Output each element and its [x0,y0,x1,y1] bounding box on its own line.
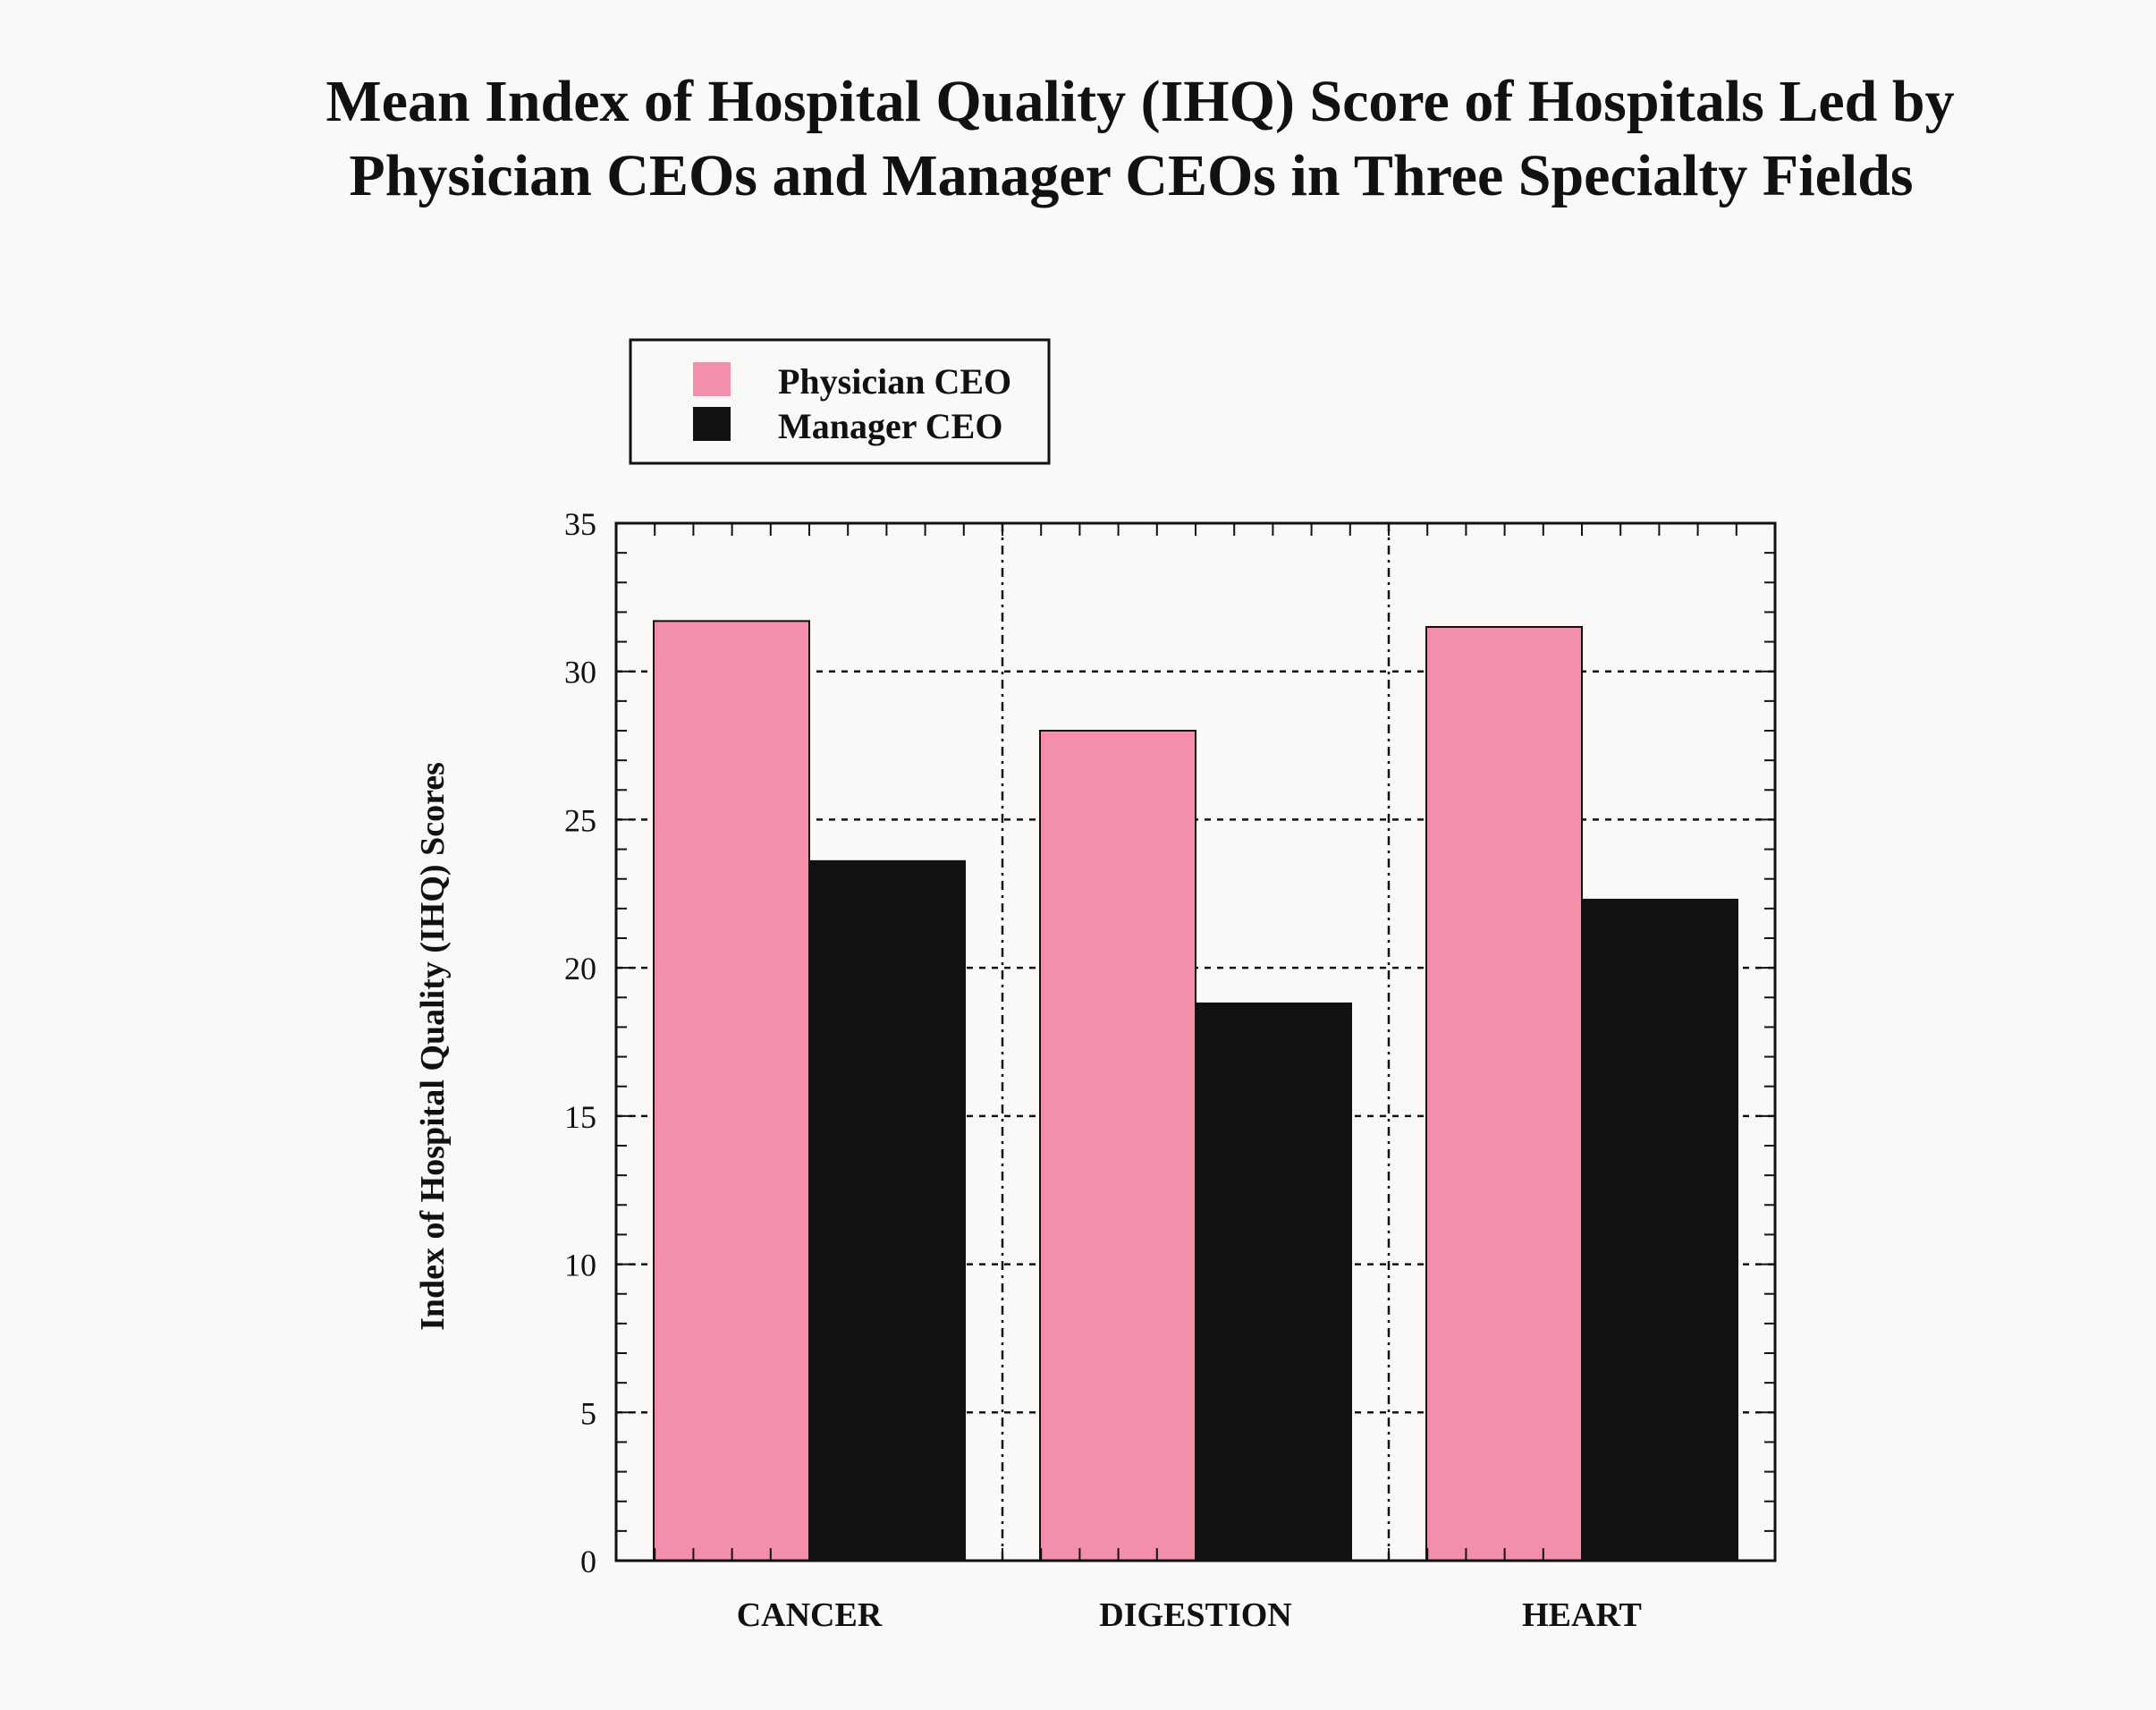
y-tick-label: 0 [580,1544,596,1579]
y-tick-label: 30 [564,655,596,690]
chart-title: Mean Index of Hospital Quality (IHQ) Sco… [326,69,1954,134]
legend-label-physician-ceo: Physician CEO [778,361,1011,402]
chart-subtitle: Physician CEOs and Manager CEOs in Three… [349,143,1913,208]
bar-heart-manager-ceo [1581,898,1738,1562]
bar-digestion-manager-ceo [1195,1002,1352,1562]
bar-heart-physician-ceo [1425,626,1583,1562]
y-tick-label: 20 [564,951,596,986]
legend-swatch-physician-ceo [693,362,731,396]
legend: Physician CEO Manager CEO [629,338,1051,465]
y-tick-label: 35 [564,506,596,542]
legend-label-manager-ceo: Manager CEO [778,406,1002,446]
x-tick-label-digestion: DIGESTION [1099,1596,1291,1634]
legend-swatch-manager-ceo [693,407,731,441]
bar-cancer-manager-ceo [808,859,966,1562]
y-tick-label: 10 [564,1248,596,1283]
y-axis-label: Index of Hospital Quality (IHQ) Scores [414,762,452,1331]
bars [653,620,1738,1562]
plot-frame [614,521,1777,1562]
x-tick-label-cancer: CANCER [737,1596,883,1634]
axis-labels: 0 5 10 15 20 25 30 35 CANCER DIGESTION HEART [564,506,1642,1634]
y-tick-label: 15 [564,1099,596,1135]
y-tick-label: 5 [580,1395,596,1431]
y-tick-label: 25 [564,802,596,838]
legend-box [629,338,1051,465]
bar-digestion-physician-ceo [1039,730,1196,1562]
x-tick-label-heart: HEART [1522,1596,1642,1634]
bar-cancer-physician-ceo [653,620,810,1562]
